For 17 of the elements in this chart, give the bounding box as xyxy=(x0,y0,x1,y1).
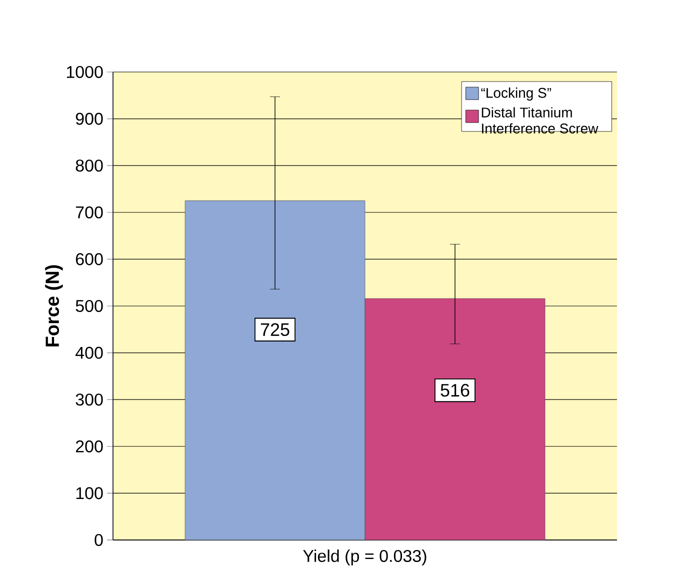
legend-label: Distal Titanium Interference Screw xyxy=(482,107,598,134)
y-tick-label: 0 xyxy=(94,534,103,546)
x-tick-label: Yield (p = 0.033) xyxy=(303,550,426,566)
legend-label: “Locking S” xyxy=(481,88,552,101)
data-label: 725 xyxy=(260,323,290,336)
y-tick-label: 200 xyxy=(76,440,103,452)
y-tick-label: 600 xyxy=(76,253,103,266)
data-label: 516 xyxy=(440,384,470,397)
y-tick-label: 900 xyxy=(76,112,103,125)
y-tick-label: 300 xyxy=(76,394,103,406)
y-tick-label: 800 xyxy=(76,160,103,172)
y-tick-label: 1000 xyxy=(66,66,103,78)
y-tick-label: 500 xyxy=(76,300,103,312)
y-tick-label: 700 xyxy=(76,206,103,218)
y-tick-label: 400 xyxy=(76,346,103,359)
y-axis-title: Force (N) xyxy=(45,265,63,346)
y-tick-label: 100 xyxy=(76,487,103,500)
